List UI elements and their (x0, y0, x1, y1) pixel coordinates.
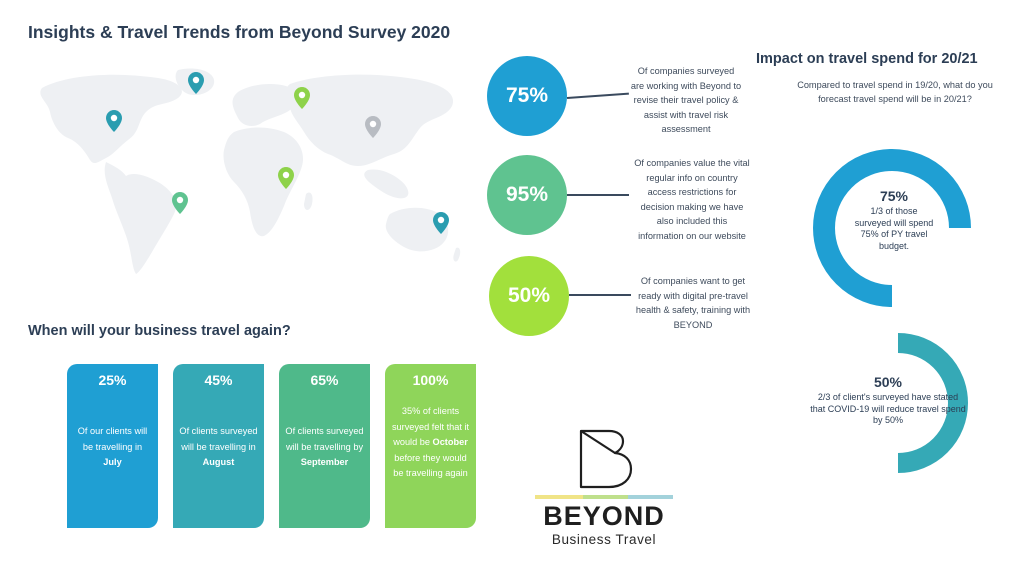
continent-new-zealand (453, 247, 461, 262)
stat-circle-training: 50% (489, 256, 569, 336)
brand-stripe (583, 495, 628, 499)
donut-arc (813, 149, 971, 307)
leader-line (566, 92, 629, 99)
card-highlight: September (300, 457, 349, 467)
card-value: 45% (204, 372, 233, 388)
travel-card-october: 100% 35% of clients surveyed felt that i… (385, 364, 476, 528)
donut-text: 2/3 of client's surveyed have stated tha… (810, 392, 966, 425)
impact-title: Impact on travel spend for 20/21 (756, 51, 978, 67)
card-text: Of our clients will be travelling in Jul… (77, 426, 148, 467)
leader-line (569, 294, 631, 296)
stat-value: 95% (505, 183, 549, 206)
travel-card-july: 25% Of our clients will be travelling in… (67, 364, 158, 528)
continent-south-america (104, 162, 177, 274)
brand-stripe (628, 495, 673, 499)
stat-text-training: Of companies want to get ready with digi… (635, 276, 751, 330)
card-highlight: July (103, 457, 122, 467)
donut-arc (897, 333, 968, 473)
stat-text-policy: Of companies surveyed are working with B… (630, 66, 742, 134)
page-title: Insights & Travel Trends from Beyond Sur… (28, 22, 451, 42)
card-text: Of clients surveyed will be travelling b… (285, 426, 364, 467)
map-pin-icon (365, 116, 381, 138)
card-text: 35% of clients surveyed felt that it wou… (391, 406, 470, 478)
donut-50 (897, 333, 968, 473)
stat-circle-info: 95% (487, 155, 567, 235)
map-pins (106, 72, 449, 234)
donut-label-50: 50% 2/3 of client's surveyed have stated… (810, 374, 966, 427)
world-map-graphic (40, 68, 461, 274)
map-pin-icon (172, 192, 188, 214)
donut-text: 1/3 of those surveyed will spend 75% of … (854, 206, 934, 251)
continent-australia (385, 207, 449, 252)
impact-subtitle: Compared to travel spend in 19/20, what … (797, 80, 993, 104)
card-value: 100% (412, 372, 449, 388)
travel-card-september: 65% Of clients surveyed will be travelli… (279, 364, 370, 528)
donut-label-75: 75% 1/3 of those surveyed will spend 75%… (852, 188, 936, 252)
stat-text-info: Of companies value the vital regular inf… (634, 158, 750, 241)
continent-southeast-asia (364, 169, 409, 199)
map-pin-icon (433, 212, 449, 234)
continent-madagascar (304, 192, 313, 210)
card-value: 25% (98, 372, 127, 388)
map-pin-icon (106, 110, 122, 132)
map-pin-icon (188, 72, 204, 94)
continent-europe (232, 84, 297, 126)
stat-circle-policy: 75% (487, 56, 567, 136)
continent-africa (223, 127, 304, 237)
map-pin-icon (278, 167, 294, 189)
stat-value: 50% (507, 284, 551, 307)
beyond-logo-icon (579, 429, 633, 489)
card-highlight: August (202, 457, 235, 467)
travel-again-title: When will your business travel again? (28, 323, 291, 339)
donut-value: 50% (873, 374, 903, 390)
card-highlight: October (432, 437, 468, 447)
brand-name: BEYOND (543, 501, 665, 531)
travel-card-august: 45% Of clients surveyed will be travelli… (173, 364, 264, 528)
world-map (28, 62, 468, 282)
donut-75 (813, 149, 971, 307)
card-text: Of clients surveyed will be travelling i… (179, 426, 258, 467)
stat-value: 75% (505, 84, 549, 107)
donut-value: 75% (879, 188, 909, 204)
map-pin-icon (294, 87, 310, 109)
leader-line (567, 194, 629, 196)
brand-subtitle: Business Travel (551, 532, 657, 547)
card-value: 65% (310, 372, 339, 388)
brand-stripe (535, 495, 583, 499)
